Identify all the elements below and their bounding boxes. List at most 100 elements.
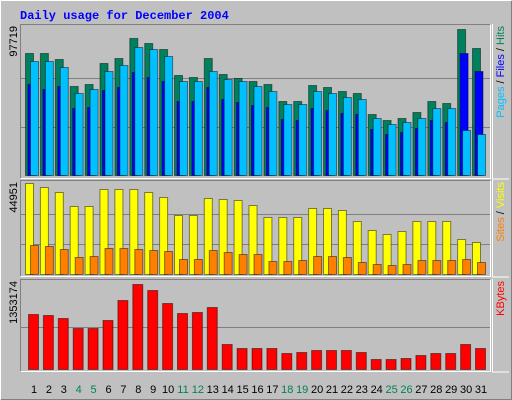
x-tick-label: 1 — [31, 384, 37, 396]
bar — [74, 93, 84, 176]
bar — [400, 358, 412, 370]
x-tick-label: 10 — [162, 384, 174, 396]
x-tick-label: 17 — [266, 384, 278, 396]
bar — [104, 248, 114, 275]
bar — [117, 300, 129, 370]
x-tick-label: 24 — [371, 384, 383, 396]
bar — [417, 118, 427, 176]
bevel — [20, 180, 491, 277]
bar — [340, 350, 352, 370]
bar — [430, 353, 442, 370]
bar — [326, 350, 337, 370]
x-tick-label: 14 — [222, 384, 234, 396]
bar — [59, 67, 69, 176]
bar — [174, 215, 183, 275]
x-tick-label: 6 — [105, 384, 111, 396]
bar — [447, 260, 457, 275]
bar — [238, 254, 248, 275]
bar — [30, 245, 39, 275]
bar — [308, 208, 318, 275]
bar — [266, 348, 278, 370]
bar — [445, 353, 457, 370]
bar — [248, 205, 258, 275]
bar — [193, 81, 203, 176]
bar — [251, 348, 263, 370]
y-tick-label: 1353174 — [8, 281, 20, 324]
bar — [357, 99, 367, 176]
bar — [313, 256, 323, 275]
bar — [268, 91, 278, 176]
x-tick-label: 23 — [356, 384, 368, 396]
legend-entry: Pages — [495, 86, 507, 118]
bar — [162, 303, 174, 370]
bar — [223, 79, 233, 176]
x-tick-label: 4 — [76, 384, 82, 396]
bar — [114, 189, 124, 275]
bar — [39, 187, 49, 275]
bar — [268, 261, 278, 275]
bar — [323, 208, 332, 275]
x-tick-label: 11 — [177, 384, 188, 396]
x-tick-label: 31 — [475, 384, 487, 396]
x-tick-label: 25 — [385, 384, 397, 396]
bar — [54, 192, 64, 275]
bar — [367, 230, 377, 275]
bar — [191, 312, 203, 370]
bar — [370, 359, 382, 370]
bar — [412, 221, 422, 275]
legend-entry: KBytes — [495, 281, 507, 316]
bar — [193, 259, 203, 275]
bar — [460, 344, 472, 370]
bar — [42, 315, 54, 370]
bar — [44, 246, 54, 275]
x-tick-label: 9 — [150, 384, 156, 396]
x-tick-label: 21 — [326, 384, 338, 396]
bar — [25, 183, 34, 275]
bar — [432, 108, 442, 176]
bar — [415, 355, 427, 370]
bar — [57, 318, 69, 370]
bar — [477, 262, 486, 275]
legend-entry: Sites — [495, 217, 507, 242]
bevel — [20, 279, 491, 372]
x-tick-label: 28 — [430, 384, 442, 396]
legend-entry: Hits — [495, 26, 507, 45]
bar — [134, 249, 144, 275]
y-tick-label: 44951 — [8, 182, 20, 213]
bar — [208, 250, 218, 275]
bar — [293, 217, 303, 275]
bar — [462, 259, 472, 275]
bevel — [20, 180, 491, 277]
bar — [179, 259, 188, 275]
chart-title: Daily usage for December 2004 — [20, 9, 229, 23]
bar — [298, 260, 308, 275]
bar — [385, 359, 397, 370]
bar — [164, 56, 174, 176]
bar — [74, 257, 84, 275]
bevel — [492, 180, 509, 278]
bar — [432, 260, 442, 275]
bar — [89, 89, 99, 176]
bar — [177, 313, 188, 370]
legend-separator: / — [495, 208, 507, 217]
bar — [132, 284, 144, 370]
bar — [102, 320, 114, 370]
bar — [298, 104, 308, 176]
bar — [159, 197, 169, 275]
bar — [355, 352, 367, 370]
x-tick-label: 12 — [192, 384, 204, 396]
bar — [203, 198, 213, 275]
bar — [402, 264, 412, 275]
x-tick-label: 30 — [460, 384, 472, 396]
x-tick-label: 5 — [91, 384, 97, 396]
legend-entry: Visits — [495, 182, 507, 209]
bar — [313, 91, 323, 176]
bar — [179, 81, 188, 176]
bar — [188, 215, 198, 275]
bar — [69, 206, 79, 275]
legend-separator: / — [495, 77, 507, 86]
x-tick-label: 2 — [46, 384, 52, 396]
